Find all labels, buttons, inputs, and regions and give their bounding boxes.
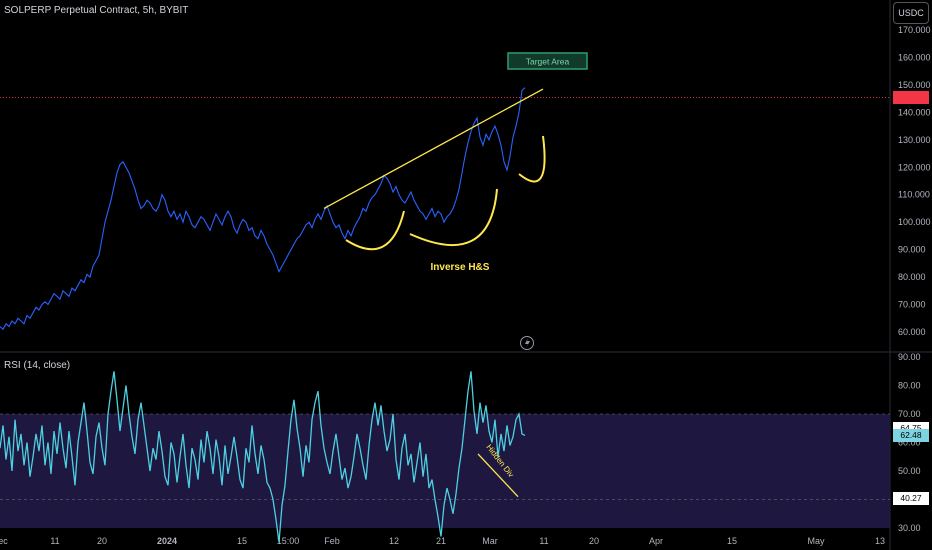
- price-tick-label: 90.000: [898, 245, 926, 255]
- price-tick-label: 100.000: [898, 217, 931, 227]
- price-tick-label: 70.000: [898, 300, 926, 310]
- x-tick-label: Apr: [649, 536, 663, 546]
- rsi-tick-label: 30.00: [898, 523, 921, 533]
- x-tick-label: 20: [589, 536, 599, 546]
- x-tick-label: 20: [97, 536, 107, 546]
- x-tick-label: Feb: [324, 536, 340, 546]
- price-tick-label: 120.000: [898, 162, 931, 172]
- price-tick-label: 150.000: [898, 80, 931, 90]
- x-tick-label: May: [807, 536, 825, 546]
- rsi-series-line: [0, 371, 526, 543]
- rsi-tick-label: 90.00: [898, 352, 921, 362]
- divergence-line: [477, 453, 519, 498]
- x-tick-label: 15: [727, 536, 737, 546]
- rsi-tick-label: 70.00: [898, 409, 921, 419]
- x-tick-label: 11: [539, 536, 548, 546]
- x-tick-label: 15: [237, 536, 247, 546]
- rsi-tick-label: 80.00: [898, 381, 921, 391]
- x-tick-label: 21: [436, 536, 446, 546]
- lightning-icon-ring: [520, 336, 534, 350]
- rsi-tick-label: 50.00: [898, 466, 921, 476]
- price-series-line: [0, 87, 526, 331]
- price-tick-label: 80.000: [898, 272, 926, 282]
- x-tick-label: 13: [875, 536, 885, 546]
- right-shoulder-curve: [518, 135, 546, 183]
- price-tick-label: 160.000: [898, 52, 931, 62]
- lightning-icon-bolt: [525, 338, 530, 348]
- chart-title: SOLPERP Perpetual Contract, 5h, BYBIT: [4, 5, 189, 16]
- x-tick-label: ec: [0, 536, 8, 546]
- rsi-min-tag: 40.27: [893, 492, 929, 506]
- last-price-tag: [893, 91, 929, 105]
- x-tick-label: 12: [389, 536, 399, 546]
- target-area-box: [507, 52, 588, 70]
- target-area-label: Target Area: [526, 57, 570, 67]
- currency-selector[interactable]: USDC: [893, 2, 929, 24]
- left-shoulder-curve: [345, 210, 405, 251]
- x-tick-label: Mar: [482, 536, 498, 546]
- lightning-icon: [520, 336, 534, 350]
- price-tick-label: 130.000: [898, 135, 931, 145]
- rsi-tick-label: 60.00: [898, 438, 921, 448]
- price-tick-label: 60.000: [898, 327, 926, 337]
- x-tick-label: 15:00: [277, 536, 300, 546]
- x-tick-label: 2024: [157, 536, 177, 546]
- trendline: [323, 88, 544, 210]
- price-tick-label: 140.000: [898, 107, 931, 117]
- head-curve: [409, 188, 498, 247]
- rsi-title: RSI (14, close): [4, 360, 71, 371]
- price-tick-label: 110.000: [898, 190, 930, 200]
- rsi-current-tag: 62.48: [893, 428, 929, 442]
- rsi-band: [0, 414, 890, 528]
- x-tick-label: 11: [50, 536, 59, 546]
- pattern-label: Inverse H&S: [431, 262, 490, 273]
- price-tick-label: 170.000: [898, 25, 931, 35]
